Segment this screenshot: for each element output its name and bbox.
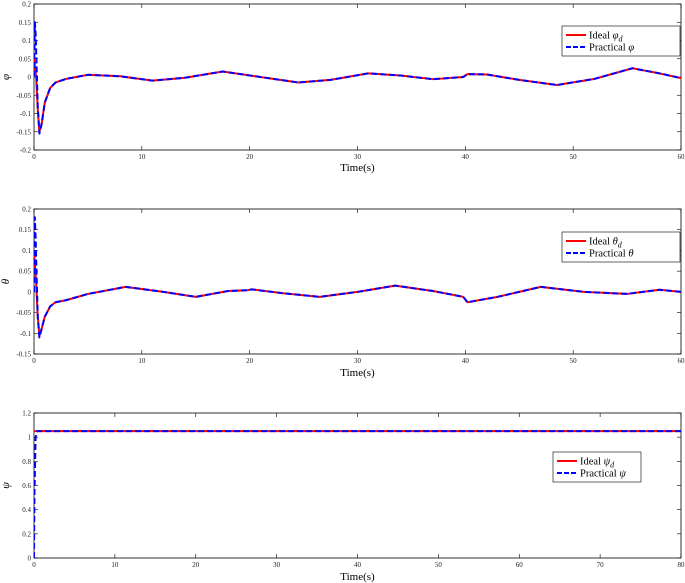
x-tick-label: 10 <box>138 153 146 161</box>
y-tick-label: 0 <box>28 74 32 82</box>
legend-box <box>552 451 642 483</box>
y-tick-label: 0.2 <box>22 530 31 538</box>
x-axis-label: Time(s) <box>340 162 375 174</box>
y-tick-label: 0 <box>28 555 32 563</box>
x-tick-label: 20 <box>246 153 254 161</box>
x-tick-label: 30 <box>273 561 281 569</box>
y-tick-label: 0.4 <box>22 506 31 514</box>
x-tick-label: 20 <box>192 561 200 569</box>
x-tick-label: 20 <box>246 357 254 365</box>
x-axis-label: Time(s) <box>340 367 375 379</box>
y-tick-label: 0 <box>28 288 32 296</box>
x-tick-label: 30 <box>354 153 362 161</box>
panel-2: 0 10 20 30 40 50 60 -0.15 -0.1 -0.05 0 0.05 0.1 0.15 0… <box>0 206 685 380</box>
legend-box <box>561 25 681 57</box>
panel-1: 0 10 20 30 40 50 60 -0.2 -0.15 -0.1 -0.05 0 0.05 0.1 0… <box>0 1 685 175</box>
y-tick-label: -0.2 <box>20 147 32 155</box>
y-tick-label: 0.05 <box>19 55 32 63</box>
x-tick-label: 0 <box>32 153 36 161</box>
x-tick-label: 10 <box>111 561 119 569</box>
x-axis-label: Time(s) <box>340 571 375 583</box>
axes-box <box>33 412 682 559</box>
y-tick-label: 0.8 <box>22 458 31 466</box>
legend-label: Practical φ <box>589 43 634 54</box>
series-line-practical <box>34 430 681 558</box>
y-tick-label: 0.1 <box>22 37 31 45</box>
y-tick-label: 0.15 <box>19 226 32 234</box>
legend-label: Ideal ψd <box>580 457 615 470</box>
series-line-practical <box>34 21 681 135</box>
legend-label: Ideal φd <box>589 31 623 44</box>
axes-box <box>33 208 682 355</box>
y-tick-label: 0.05 <box>19 268 32 276</box>
y-tick-label: 0.2 <box>22 206 31 214</box>
y-tick-label: 0.2 <box>22 1 31 9</box>
x-tick-label: 70 <box>597 561 605 569</box>
y-tick-label: -0.15 <box>16 351 31 359</box>
legend-label: Practical θ <box>589 249 634 260</box>
y-tick-label: 0.6 <box>22 482 31 490</box>
legend-label: Practical ψ <box>580 469 626 480</box>
x-tick-label: 50 <box>570 153 578 161</box>
x-tick-label: 60 <box>516 561 524 569</box>
legend-box <box>561 231 681 263</box>
x-tick-label: 0 <box>32 561 36 569</box>
y-tick-label: -0.05 <box>16 92 31 100</box>
legend-label: Ideal θd <box>589 237 623 250</box>
x-tick-label: 30 <box>354 357 362 365</box>
y-tick-label: 1 <box>28 434 32 442</box>
y-tick-label: 1.2 <box>22 410 31 418</box>
x-tick-label: 40 <box>462 357 470 365</box>
y-tick-label: -0.1 <box>20 330 32 338</box>
x-tick-label: 50 <box>435 561 443 569</box>
y-axis-label: φ <box>0 74 12 80</box>
panel-3: 0 10 20 30 40 50 60 70 80 0 0.2 0.4 0.6 0.8 1 1.2 Time(s… <box>0 410 685 583</box>
x-tick-label: 0 <box>32 357 36 365</box>
x-tick-label: 40 <box>354 561 362 569</box>
y-axis-label: ψ <box>0 482 12 489</box>
y-axis-label: θ <box>0 278 12 284</box>
x-tick-label: 60 <box>678 357 685 365</box>
x-tick-label: 40 <box>462 153 470 161</box>
x-tick-label: 10 <box>138 357 146 365</box>
y-tick-label: -0.05 <box>16 309 31 317</box>
series-line-practical <box>34 216 681 339</box>
x-tick-label: 50 <box>570 357 578 365</box>
x-tick-label: 60 <box>678 153 685 161</box>
y-tick-label: 0.15 <box>19 19 32 27</box>
x-tick-label: 80 <box>678 561 685 569</box>
y-tick-label: -0.15 <box>16 128 31 136</box>
y-tick-label: 0.1 <box>22 247 31 255</box>
y-tick-label: -0.1 <box>20 110 32 118</box>
